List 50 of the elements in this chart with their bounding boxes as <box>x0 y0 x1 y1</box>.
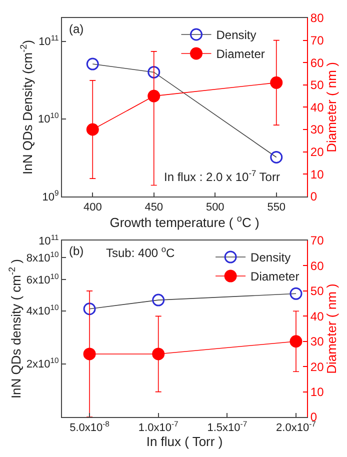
legend-label: Diameter <box>250 270 300 284</box>
y2-tick-label: 10 <box>310 384 324 399</box>
y2-tick-label: 30 <box>310 122 324 137</box>
annotation: In flux : 2.0 x 10$^{-7}$ Torr <box>164 168 280 184</box>
point <box>290 287 302 300</box>
x-tick-label: 1.0x10$^{-7}$ <box>138 420 178 434</box>
x-tick-label: 500 <box>206 202 224 214</box>
y-tick-label: 10$^{11}$ <box>38 34 59 48</box>
y2-tick-label: 50 <box>310 78 324 92</box>
x-tick-label: 5.0x10$^{-8}$ <box>70 420 110 434</box>
y2-tick-label: 70 <box>310 234 324 248</box>
legend-label: Diameter <box>216 47 265 62</box>
y2-tick-label: 60 <box>310 258 324 273</box>
y-tick-label: 2x10$^{10}$ <box>26 356 59 371</box>
y2-tick-label: 60 <box>310 56 324 70</box>
y2-tick-label: 80 <box>310 11 324 26</box>
y2-tick-label: 20 <box>310 145 324 160</box>
point <box>148 66 160 78</box>
y2-tick-label: 0 <box>310 190 318 204</box>
x-axis-title: In flux ( Torr ) <box>146 434 223 450</box>
annotation: (b) <box>69 244 84 258</box>
y-tick-label: 6x10$^{10}$ <box>26 272 59 287</box>
y-tick-label: 8x10$^{10}$ <box>26 250 59 264</box>
y2-tick-label: 70 <box>310 34 324 48</box>
y2-tick-label: 40 <box>310 309 324 324</box>
point <box>152 294 165 306</box>
x-tick-label: 400 <box>83 202 102 214</box>
y2-axis-title: Diameter ( nm ) <box>324 62 340 152</box>
y-tick-label: 10$^{11}$ <box>38 232 59 248</box>
annotation: (a) <box>69 22 84 36</box>
x-tick-label: 2.0x10$^{-7}$ <box>276 420 316 434</box>
point <box>83 302 96 316</box>
y2-tick-label: 50 <box>310 284 324 298</box>
y2-tick-label: 10 <box>310 167 324 182</box>
y2-tick-label: 40 <box>310 100 324 114</box>
y-tick-label: 10$^{10}$ <box>38 111 59 126</box>
y2-tick-label: 20 <box>310 360 324 374</box>
annotation: Tsub: 400 $^{o}$C <box>106 244 176 260</box>
point <box>270 151 283 164</box>
y2-axis-title: Diameter ( nm ) <box>324 284 340 374</box>
x-tick-label: 1.5x10$^{-7}$ <box>207 420 248 434</box>
legend-label: Density <box>250 250 291 265</box>
x-tick-label: 550 <box>267 202 286 214</box>
y-tick-label: 4x10$^{10}$ <box>26 302 59 318</box>
legend-label: Density <box>216 28 256 42</box>
x-axis-title: Growth temperature ( $^{o}$C ) <box>110 214 260 230</box>
x-tick-label: 450 <box>144 202 164 214</box>
point <box>86 58 99 70</box>
y-tick-label: 10$^{9}$ <box>42 188 59 204</box>
y2-tick-label: 30 <box>310 334 324 349</box>
